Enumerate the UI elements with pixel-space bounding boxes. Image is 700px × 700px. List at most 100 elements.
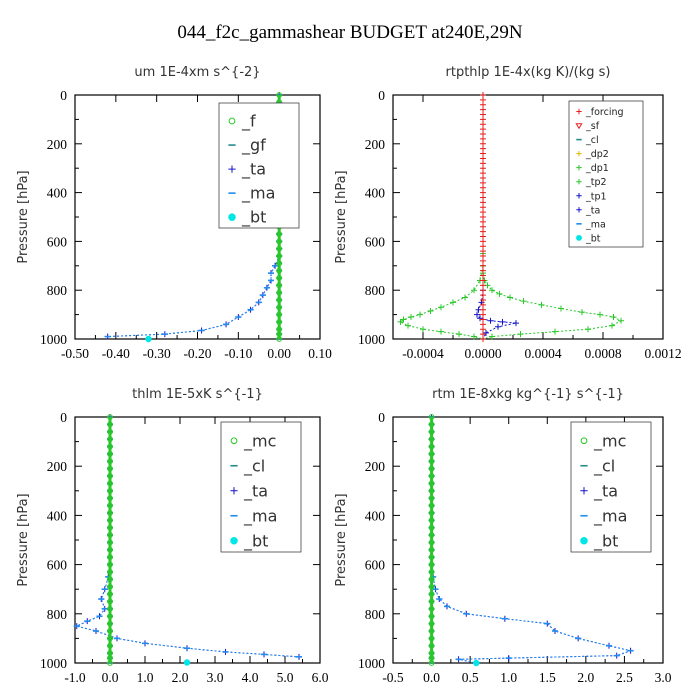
data-point xyxy=(107,583,113,590)
legend-marker xyxy=(580,437,588,445)
legend-marker xyxy=(580,536,588,545)
legend-entry: _bt xyxy=(241,208,266,228)
figure-title: 044_f2c_gammashear BUDGET at240E,29N xyxy=(177,22,523,43)
y-tick-label: 1000 xyxy=(40,332,67,347)
legend-marker xyxy=(576,164,582,171)
legend-entry: _ma xyxy=(585,219,606,230)
legend-entry: _bt xyxy=(243,531,268,551)
data-point xyxy=(428,414,435,420)
y-axis-label: Pressure [hPa] xyxy=(334,170,349,263)
panel-title: rtpthlp 1E-4x(kg K)/(kg s) xyxy=(446,65,611,80)
legend-entry: _ma xyxy=(243,506,277,526)
x-tick-label: -0.5 xyxy=(382,670,404,685)
data-point xyxy=(107,660,113,666)
data-point xyxy=(428,660,435,666)
data-point xyxy=(428,628,435,634)
legend-entry: _ta xyxy=(243,481,268,501)
data-point xyxy=(107,576,113,583)
series-line xyxy=(482,253,623,340)
data-point xyxy=(438,328,444,335)
legend-marker xyxy=(228,165,236,173)
legend-marker xyxy=(576,207,582,213)
data-point xyxy=(480,336,486,342)
x-tick-label: 1.0 xyxy=(500,670,517,685)
x-tick-label: 0.0 xyxy=(423,670,440,685)
data-point xyxy=(428,502,435,509)
data-point xyxy=(597,311,603,318)
legend-marker xyxy=(576,150,582,157)
x-tick-label: 0.0000 xyxy=(464,346,501,361)
data-point xyxy=(145,335,152,343)
data-point xyxy=(276,311,283,318)
data-point xyxy=(405,322,411,329)
data-point xyxy=(489,287,495,294)
legend-marker xyxy=(228,213,236,221)
legend-entry: _tp1 xyxy=(585,191,607,202)
x-tick-label: -1.0 xyxy=(64,670,86,685)
y-axis-label: Pressure [hPa] xyxy=(16,170,31,263)
x-tick-label: 0.0004 xyxy=(524,346,561,361)
data-point xyxy=(428,451,435,457)
x-tick-label: 0.0008 xyxy=(584,346,621,361)
data-point xyxy=(107,451,113,457)
y-tick-label: 400 xyxy=(365,508,386,523)
y-tick-label: 1000 xyxy=(40,656,67,671)
data-point xyxy=(428,480,435,487)
y-tick-label: 1000 xyxy=(358,656,385,671)
y-tick-label: 600 xyxy=(47,234,68,249)
data-point xyxy=(107,465,113,472)
data-point xyxy=(408,314,414,321)
x-tick-label: 0.0012 xyxy=(644,346,681,361)
data-point xyxy=(428,517,435,524)
legend-entry: _gf xyxy=(241,136,266,156)
y-tick-label: 600 xyxy=(365,558,386,573)
data-point xyxy=(107,605,113,612)
x-tick-label: -0.0004 xyxy=(402,346,444,361)
data-point xyxy=(438,304,444,311)
data-point xyxy=(610,314,617,321)
series-bt xyxy=(183,659,191,666)
data-point xyxy=(427,307,434,314)
data-point xyxy=(397,318,404,325)
x-tick-label: -0.10 xyxy=(224,346,252,361)
x-tick-label: 5.0 xyxy=(277,670,294,685)
data-point xyxy=(276,336,283,342)
legend-marker xyxy=(228,117,236,125)
data-point xyxy=(495,323,501,330)
y-tick-label: 400 xyxy=(47,508,68,523)
series-group xyxy=(428,414,634,667)
data-point xyxy=(107,620,113,627)
x-tick-label: -0.20 xyxy=(183,346,211,361)
data-point xyxy=(107,414,113,420)
y-axis-label: Pressure [hPa] xyxy=(16,493,31,586)
data-point xyxy=(428,421,435,428)
data-point xyxy=(107,554,113,561)
data-point xyxy=(276,238,283,245)
data-point xyxy=(538,301,545,308)
legend-entry: _dp1 xyxy=(585,163,609,174)
data-point xyxy=(107,502,113,509)
series-forcing xyxy=(480,92,486,342)
x-tick-label: -0.50 xyxy=(61,346,89,361)
data-point xyxy=(276,319,283,325)
data-point xyxy=(428,539,435,546)
data-point xyxy=(483,329,489,336)
data-point xyxy=(107,546,113,553)
series-dp1 xyxy=(480,250,624,342)
y-tick-label: 800 xyxy=(365,283,386,298)
legend-entry: _forcing xyxy=(585,107,624,118)
series-bt xyxy=(145,335,152,343)
legend: _f _gf _ta _ma _bt xyxy=(218,102,300,229)
data-point xyxy=(107,539,113,546)
x-tick-label: -0.30 xyxy=(143,346,171,361)
x-tick-label: -0.40 xyxy=(102,346,130,361)
data-point xyxy=(276,231,283,237)
data-point xyxy=(107,628,113,634)
x-tick-label: 6.0 xyxy=(312,670,329,685)
data-point xyxy=(107,436,113,443)
data-point xyxy=(276,304,283,311)
data-point xyxy=(276,275,283,281)
y-tick-label: 0 xyxy=(60,410,67,425)
data-point xyxy=(428,487,435,494)
y-tick-label: 600 xyxy=(47,558,68,573)
